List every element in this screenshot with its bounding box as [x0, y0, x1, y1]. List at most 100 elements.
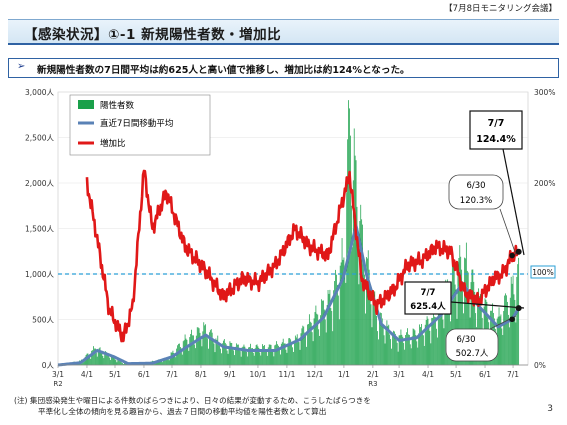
bar-daily-cases: [316, 313, 318, 365]
bar-daily-cases: [311, 332, 313, 365]
bar-daily-cases: [238, 349, 240, 365]
increase-ratio-line: [85, 169, 520, 343]
bar-daily-cases: [107, 352, 108, 365]
bar-daily-cases: [176, 348, 178, 365]
bar-daily-cases: [348, 100, 349, 366]
bar-daily-cases: [384, 343, 386, 365]
bar-daily-cases: [507, 301, 508, 365]
bar-daily-cases: [343, 257, 345, 365]
bar-daily-cases: [265, 351, 267, 365]
bar-daily-cases: [417, 347, 419, 365]
bar-daily-cases: [280, 354, 281, 365]
bar-daily-cases: [375, 311, 377, 365]
bar-daily-cases: [194, 348, 196, 365]
bar-daily-cases: [362, 224, 363, 365]
bar-daily-cases: [236, 343, 237, 365]
bar-daily-cases: [94, 348, 95, 365]
bar-daily-cases: [373, 296, 375, 365]
page-number: 3: [547, 404, 553, 414]
y-left-tick-label: 2,500人: [25, 134, 54, 143]
y-left-tick-label: 1,500人: [25, 225, 54, 234]
bar-daily-cases: [197, 327, 199, 365]
bar-daily-cases: [394, 333, 396, 365]
bar-daily-cases: [91, 350, 93, 365]
x-tick-label: 2/1: [367, 370, 379, 379]
bar-daily-cases: [308, 314, 310, 365]
x-tick-label: 9/1: [224, 370, 236, 379]
bar-daily-cases: [109, 357, 110, 365]
bar-daily-cases: [244, 346, 246, 365]
bar-daily-cases: [295, 337, 297, 365]
bar-daily-cases: [123, 362, 125, 365]
bar-daily-cases: [203, 322, 205, 365]
bar-daily-cases: [462, 286, 463, 365]
bar-daily-cases: [380, 313, 382, 365]
bar-daily-cases: [195, 335, 197, 365]
x-tick-label: 4/1: [422, 370, 434, 379]
y-left-tick-label: 0人: [42, 361, 55, 370]
bar-daily-cases: [88, 354, 90, 365]
bar-daily-cases: [294, 342, 295, 365]
bar-daily-cases: [310, 322, 312, 365]
bar-daily-cases: [401, 334, 403, 365]
bar-daily-cases: [230, 342, 232, 365]
bar-daily-cases: [356, 206, 358, 365]
bar-daily-cases: [109, 360, 111, 365]
bar-daily-cases: [201, 346, 203, 365]
bar-daily-cases: [308, 323, 309, 365]
bar-daily-cases: [304, 332, 306, 365]
bar-daily-cases: [115, 360, 117, 365]
bar-daily-cases: [205, 324, 207, 365]
bar-daily-cases: [277, 344, 278, 365]
cases-chart: 0人 500人 1,000人 1,500人 2,000人 2,500人 3,000人 0% 2…: [25, 88, 556, 388]
bar-daily-cases: [208, 348, 209, 365]
bar-daily-cases: [364, 274, 365, 365]
bar-daily-cases: [407, 328, 408, 365]
y-left-tick-label: 1,000人: [25, 270, 54, 279]
bar-daily-cases: [502, 335, 504, 365]
bar-daily-cases: [466, 270, 468, 365]
bar-daily-cases: [228, 346, 230, 365]
footnote: (注) 集団感染発生や曜日による件数のばらつきにより、日々の結果が変動するため、…: [14, 395, 371, 417]
bar-daily-cases: [178, 343, 179, 365]
bar-daily-cases: [389, 334, 391, 365]
bar-daily-cases: [271, 349, 273, 365]
bar-daily-cases: [96, 356, 98, 365]
bar-daily-cases: [321, 299, 322, 365]
bar-daily-cases: [188, 350, 190, 365]
bar-daily-cases: [204, 325, 206, 365]
bar-daily-cases: [383, 335, 385, 365]
bar-daily-cases: [515, 322, 517, 365]
bar-daily-cases: [108, 355, 109, 365]
bar-daily-cases: [224, 342, 226, 365]
bar-daily-cases: [292, 347, 293, 365]
bar-daily-cases: [377, 331, 378, 365]
bar-daily-cases: [234, 355, 235, 365]
bar-daily-cases: [243, 344, 245, 365]
bar-daily-cases: [501, 328, 503, 365]
bar-daily-cases: [390, 339, 392, 365]
bar-daily-cases: [365, 257, 367, 365]
bar-daily-cases: [454, 284, 456, 365]
bar-daily-cases: [351, 247, 353, 365]
bar-daily-cases: [102, 355, 104, 365]
bar-daily-cases: [237, 344, 238, 365]
bar-daily-cases: [505, 293, 506, 365]
callout-date: 7/7: [421, 288, 436, 298]
bar-daily-cases: [334, 281, 335, 365]
bar-daily-cases: [472, 269, 474, 365]
bar-daily-cases: [193, 335, 194, 365]
bar-daily-cases: [103, 358, 105, 365]
bar-daily-cases: [265, 349, 266, 365]
bar-daily-cases: [323, 309, 325, 365]
bar-daily-cases: [341, 238, 343, 365]
legend-swatch-cases: [78, 100, 94, 109]
bar-daily-cases: [438, 301, 440, 365]
bar-daily-cases: [257, 346, 259, 365]
bar-daily-cases: [182, 341, 184, 365]
legend: 陽性者数 直近7日間移動平均 増加比: [69, 94, 211, 156]
bar-daily-cases: [269, 344, 271, 365]
bar-daily-cases: [314, 312, 316, 365]
callout-date: 7/7: [488, 118, 505, 129]
bar-daily-cases: [169, 356, 171, 365]
